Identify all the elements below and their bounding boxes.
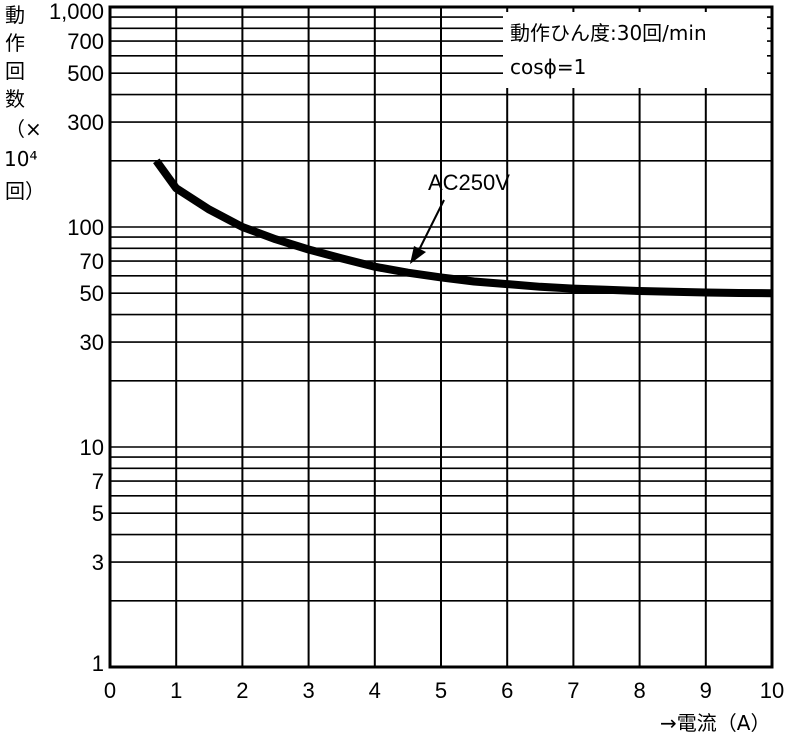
y-label-line-5: （× — [5, 117, 42, 141]
y-tick-label: 1,000 — [49, 0, 104, 24]
notes-box — [503, 12, 767, 88]
x-tick-label: 5 — [435, 678, 447, 703]
x-tick-label: 2 — [236, 678, 248, 703]
x-tick-label: 8 — [633, 678, 645, 703]
x-tick-label: 10 — [760, 678, 784, 703]
x-tick-label: 9 — [700, 678, 712, 703]
y-tick-label: 5 — [92, 501, 104, 526]
y-tick-label: 10 — [80, 435, 104, 460]
y-tick-label: 100 — [67, 215, 104, 240]
vertical-gridlines — [175, 7, 707, 667]
y-tick-labels: 1,000 700 500 300 100 70 50 30 10 7 5 3 1 — [49, 0, 104, 676]
x-tick-label: 1 — [170, 678, 182, 703]
callout-arrow-line — [417, 199, 445, 253]
series-group — [153, 158, 773, 298]
note-power-factor: cosϕ=1 — [510, 55, 586, 79]
y-tick-label: 7 — [92, 469, 104, 494]
series-label-ac250v: AC250V — [428, 170, 510, 195]
y-label-line-6: 10⁴ — [4, 147, 37, 171]
x-tick-label: 3 — [302, 678, 314, 703]
y-tick-label: 300 — [67, 110, 104, 135]
x-tick-label: 4 — [369, 678, 381, 703]
horizontal-gridlines — [110, 16, 772, 602]
x-tick-label: 0 — [104, 678, 116, 703]
y-tick-label: 500 — [67, 61, 104, 86]
note-operating-frequency: 動作ひん度:30回/min — [510, 21, 707, 45]
y-tick-label: 50 — [80, 281, 104, 306]
plot-frame — [108, 5, 774, 669]
y-tick-label: 30 — [80, 330, 104, 355]
y-tick-label: 700 — [67, 29, 104, 54]
y-label-line-7: 回） — [5, 179, 45, 203]
y-label-line-3: 回 — [5, 59, 25, 83]
y-tick-label: 70 — [80, 249, 104, 274]
x-tick-label: 6 — [501, 678, 513, 703]
y-axis-label: 動 作 回 数 （× 10⁴ 回） — [4, 3, 45, 203]
x-tick-label: 7 — [567, 678, 579, 703]
y-tick-label: 1 — [92, 651, 104, 676]
series-line-ac250v — [153, 158, 773, 298]
y-label-line-4: 数 — [5, 87, 25, 111]
x-axis-label: →電流（A） — [660, 711, 770, 735]
y-tick-label: 3 — [92, 550, 104, 575]
x-tick-labels: 0 1 2 3 4 5 6 7 8 9 10 — [104, 678, 784, 703]
y-label-line-2: 作 — [5, 31, 25, 55]
callout-arrow-head — [410, 246, 426, 264]
y-label-line-1: 動 — [5, 3, 25, 27]
